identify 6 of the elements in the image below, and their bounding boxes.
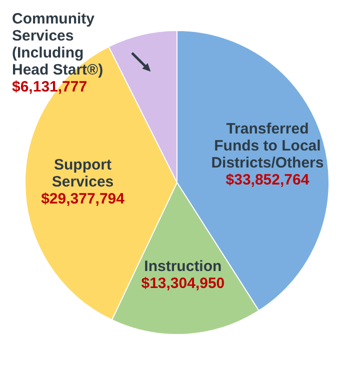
slice-label: Instruction (144, 258, 222, 276)
slice-label: Support Services (52, 156, 114, 191)
data-label: $13,304,950 (141, 275, 225, 292)
data-label: $29,377,794 (41, 190, 126, 208)
slice-label: Transferred Funds to Local Districts/Others (211, 120, 324, 172)
data-label: $33,852,764 (226, 172, 310, 189)
